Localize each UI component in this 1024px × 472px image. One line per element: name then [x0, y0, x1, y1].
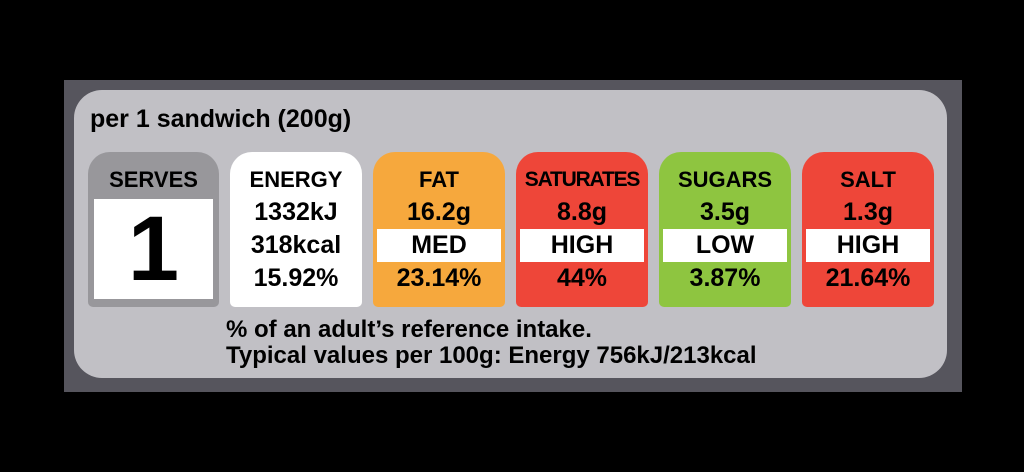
serving-size-text: per 1 sandwich (200g) — [90, 105, 352, 133]
salt-level-badge: HIGH — [806, 229, 930, 262]
salt-label: SALT — [840, 167, 896, 192]
salt-amount-value: 1.3g — [842, 198, 894, 226]
salt-panel: SALT 1.3g HIGH 21.64% — [802, 152, 934, 307]
fat-amount-value: 16.2g — [407, 198, 471, 226]
nutrient-panels-row: SERVES 1 ENERGY 1332kJ 318kcal 15.92% FA… — [88, 152, 947, 307]
sugars-label: SUGARS — [677, 167, 773, 192]
energy-panel: ENERGY 1332kJ 318kcal 15.92% — [230, 152, 362, 307]
fat-panel: FAT 16.2g MED 23.14% — [373, 152, 505, 307]
typical-values-note: Typical values per 100g: Energy 756kJ/21… — [226, 342, 757, 369]
energy-percent-value: 15.92% — [253, 264, 339, 292]
sugars-panel: SUGARS 3.5g LOW 3.87% — [659, 152, 791, 307]
saturates-level-badge: HIGH — [520, 229, 644, 262]
sugars-amount-value: 3.5g — [699, 198, 751, 226]
energy-label: ENERGY — [249, 167, 343, 192]
serves-panel: SERVES 1 — [88, 152, 219, 307]
saturates-label: SATURATES — [524, 168, 641, 191]
nutrition-label: per 1 sandwich (200g) SERVES 1 ENERGY 13… — [74, 90, 947, 378]
serves-count-box: 1 — [94, 199, 213, 299]
saturates-amount-value: 8.8g — [556, 198, 608, 226]
footer-notes: % of an adult’s reference intake. Typica… — [226, 317, 947, 369]
fat-label: FAT — [419, 167, 459, 192]
serves-value: 1 — [127, 198, 180, 300]
energy-kcal-value: 318kcal — [250, 231, 342, 259]
sugars-percent-value: 3.87% — [689, 264, 761, 292]
label-frame: per 1 sandwich (200g) SERVES 1 ENERGY 13… — [64, 80, 962, 392]
sugars-level-badge: LOW — [663, 229, 787, 262]
serves-label: SERVES — [109, 167, 198, 192]
salt-percent-value: 21.64% — [825, 264, 911, 292]
saturates-percent-value: 44% — [556, 264, 608, 292]
fat-level-badge: MED — [377, 229, 501, 262]
energy-kj-value: 1332kJ — [254, 198, 338, 226]
saturates-panel: SATURATES 8.8g HIGH 44% — [516, 152, 648, 307]
fat-percent-value: 23.14% — [396, 264, 482, 292]
reference-intake-note: % of an adult’s reference intake. — [226, 316, 592, 343]
